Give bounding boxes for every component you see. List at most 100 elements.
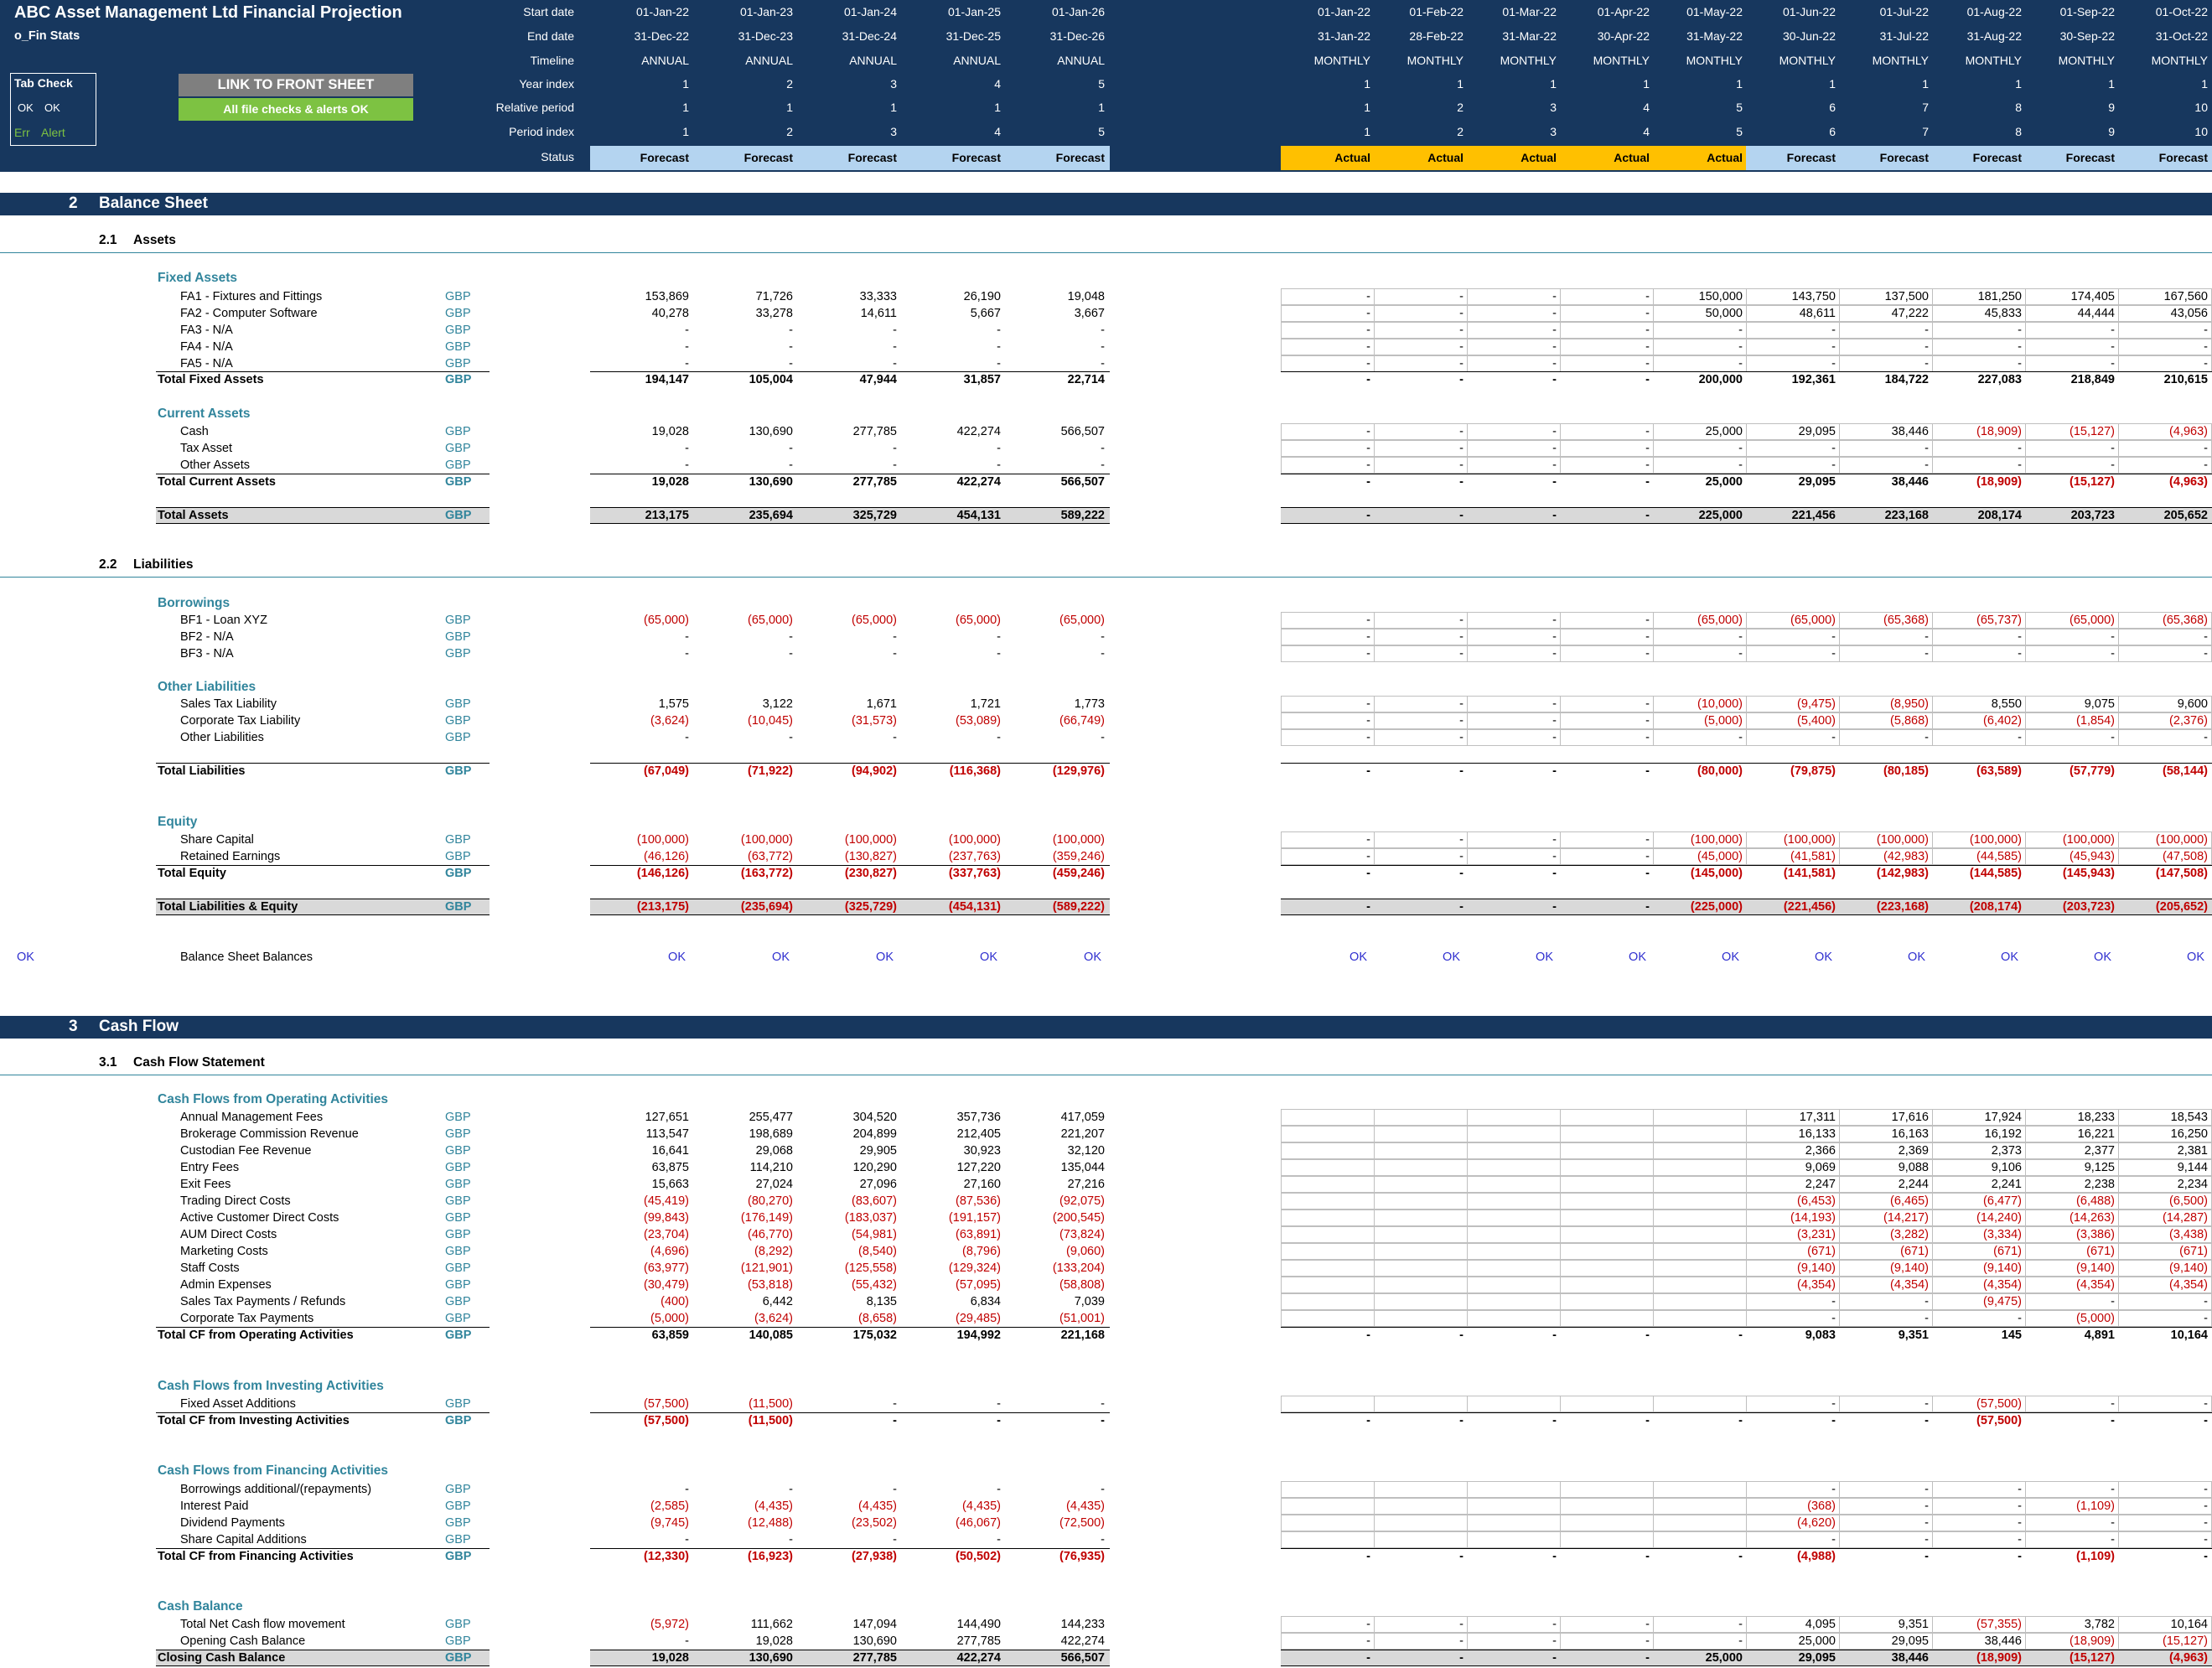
monthly-input-cell[interactable] — [1281, 1396, 1375, 1412]
monthly-input-cell[interactable] — [1467, 1210, 1561, 1226]
monthly-input-cell[interactable] — [1281, 1531, 1375, 1548]
monthly-input-cell[interactable] — [1281, 1176, 1375, 1193]
monthly-input-cell[interactable] — [1560, 1142, 1654, 1159]
monthly-input-cell[interactable] — [1281, 1210, 1375, 1226]
monthly-input-cell[interactable] — [1467, 1277, 1561, 1293]
monthly-input-cell[interactable] — [1653, 1277, 1747, 1293]
monthly-input-cell[interactable] — [1281, 1142, 1375, 1159]
monthly-input-cell[interactable] — [1467, 1193, 1561, 1210]
monthly-input-cell[interactable] — [1560, 1515, 1654, 1531]
monthly-input-cell[interactable] — [1374, 1531, 1468, 1548]
monthly-input-cell[interactable] — [1281, 1126, 1375, 1142]
monthly-input-cell[interactable] — [1281, 1310, 1375, 1327]
monthly-input-cell[interactable] — [1467, 1243, 1561, 1260]
monthly-input-cell[interactable] — [1653, 1498, 1747, 1515]
monthly-input-cell[interactable] — [1467, 1126, 1561, 1142]
annual-value: 277,785 — [956, 1634, 1001, 1648]
monthly-value: (1,109) — [2076, 1550, 2115, 1563]
monthly-input-cell[interactable] — [1560, 1176, 1654, 1193]
monthly-input-cell[interactable] — [1653, 1243, 1747, 1260]
monthly-input-cell[interactable] — [1374, 1396, 1468, 1412]
monthly-input-cell[interactable] — [1467, 1159, 1561, 1176]
monthly-input-cell[interactable] — [1374, 1481, 1468, 1498]
monthly-input-cell[interactable] — [1374, 1210, 1468, 1226]
row-unit: GBP — [445, 1312, 471, 1325]
monthly-input-cell[interactable] — [1281, 1481, 1375, 1498]
monthly-value: - — [1366, 357, 1370, 370]
monthly-input-cell[interactable] — [1374, 1226, 1468, 1243]
monthly-input-cell[interactable] — [1374, 1515, 1468, 1531]
monthly-input-cell[interactable] — [1653, 1515, 1747, 1531]
monthly-input-cell[interactable] — [1653, 1176, 1747, 1193]
monthly-input-cell[interactable] — [1374, 1310, 1468, 1327]
monthly-input-cell[interactable] — [1560, 1396, 1654, 1412]
monthly-input-cell[interactable] — [1374, 1260, 1468, 1277]
monthly-input-cell[interactable] — [1653, 1193, 1747, 1210]
monthly-input-cell[interactable] — [1560, 1109, 1654, 1126]
monthly-value: 167,560 — [2163, 290, 2208, 303]
monthly-input-cell[interactable] — [1467, 1396, 1561, 1412]
monthly-input-cell[interactable] — [1653, 1260, 1747, 1277]
monthly-input-cell[interactable] — [1374, 1193, 1468, 1210]
monthly-input-cell[interactable] — [1374, 1176, 1468, 1193]
monthly-input-cell[interactable] — [1467, 1176, 1561, 1193]
monthly-value: 38,446 — [1891, 475, 1929, 489]
monthly-input-cell[interactable] — [1281, 1159, 1375, 1176]
monthly-input-cell[interactable] — [1653, 1126, 1747, 1142]
monthly-input-cell[interactable] — [1467, 1226, 1561, 1243]
monthly-input-cell[interactable] — [1653, 1109, 1747, 1126]
monthly-input-cell[interactable] — [1281, 1243, 1375, 1260]
monthly-input-cell[interactable] — [1653, 1210, 1747, 1226]
monthly-input-cell[interactable] — [1374, 1126, 1468, 1142]
monthly-input-cell[interactable] — [1560, 1159, 1654, 1176]
monthly-input-cell[interactable] — [1653, 1531, 1747, 1548]
monthly-input-cell[interactable] — [1281, 1277, 1375, 1293]
monthly-input-cell[interactable] — [1467, 1531, 1561, 1548]
link-to-front-sheet-button[interactable]: LINK TO FRONT SHEET — [179, 74, 413, 96]
monthly-input-cell[interactable] — [1374, 1277, 1468, 1293]
monthly-input-cell[interactable] — [1560, 1531, 1654, 1548]
monthly-input-cell[interactable] — [1281, 1498, 1375, 1515]
monthly-input-cell[interactable] — [1560, 1260, 1654, 1277]
monthly-input-cell[interactable] — [1560, 1481, 1654, 1498]
monthly-input-cell[interactable] — [1560, 1277, 1654, 1293]
monthly-input-cell[interactable] — [1281, 1193, 1375, 1210]
monthly-input-cell[interactable] — [1467, 1310, 1561, 1327]
monthly-input-cell[interactable] — [1653, 1481, 1747, 1498]
monthly-input-cell[interactable] — [1560, 1243, 1654, 1260]
monthly-input-cell[interactable] — [1653, 1159, 1747, 1176]
monthly-input-cell[interactable] — [1467, 1109, 1561, 1126]
annual-value: 144,233 — [1060, 1618, 1105, 1631]
monthly-input-cell[interactable] — [1374, 1498, 1468, 1515]
monthly-input-cell[interactable] — [1467, 1515, 1561, 1531]
monthly-input-cell[interactable] — [1374, 1159, 1468, 1176]
monthly-input-cell[interactable] — [1653, 1396, 1747, 1412]
monthly-input-cell[interactable] — [1560, 1193, 1654, 1210]
monthly-input-cell[interactable] — [1374, 1293, 1468, 1310]
monthly-input-cell[interactable] — [1653, 1293, 1747, 1310]
monthly-input-cell[interactable] — [1467, 1142, 1561, 1159]
monthly-input-cell[interactable] — [1374, 1109, 1468, 1126]
monthly-input-cell[interactable] — [1467, 1260, 1561, 1277]
monthly-input-cell[interactable] — [1653, 1310, 1747, 1327]
monthly-input-cell[interactable] — [1560, 1293, 1654, 1310]
monthly-input-cell[interactable] — [1281, 1109, 1375, 1126]
monthly-input-cell[interactable] — [1560, 1310, 1654, 1327]
monthly-input-cell[interactable] — [1281, 1226, 1375, 1243]
monthly-input-cell[interactable] — [1281, 1260, 1375, 1277]
monthly-input-cell[interactable] — [1467, 1481, 1561, 1498]
monthly-input-cell[interactable] — [1467, 1498, 1561, 1515]
monthly-input-cell[interactable] — [1560, 1498, 1654, 1515]
monthly-input-cell[interactable] — [1281, 1515, 1375, 1531]
monthly-input-cell[interactable] — [1653, 1142, 1747, 1159]
monthly-input-cell[interactable] — [1560, 1226, 1654, 1243]
monthly-value: (223,168) — [1876, 900, 1929, 914]
monthly-input-cell[interactable] — [1281, 1293, 1375, 1310]
monthly-input-cell[interactable] — [1374, 1142, 1468, 1159]
monthly-input-cell[interactable] — [1653, 1226, 1747, 1243]
monthly-input-cell[interactable] — [1467, 1293, 1561, 1310]
monthly-value: (1,854) — [2076, 714, 2115, 728]
monthly-input-cell[interactable] — [1374, 1243, 1468, 1260]
monthly-input-cell[interactable] — [1560, 1126, 1654, 1142]
monthly-input-cell[interactable] — [1560, 1210, 1654, 1226]
